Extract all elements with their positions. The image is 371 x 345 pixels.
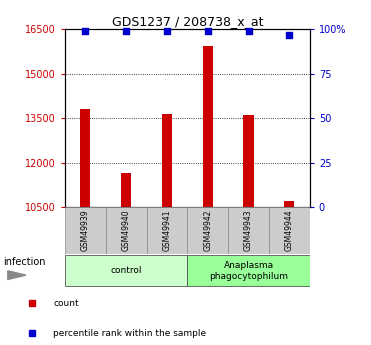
Bar [187,207,228,254]
Bar [106,207,147,254]
Polygon shape [8,271,26,279]
Text: Anaplasma
phagocytophilum: Anaplasma phagocytophilum [209,261,288,280]
Bar [187,255,310,286]
Bar [65,207,106,254]
Bar [284,201,295,345]
Point [82,28,88,34]
Bar [269,207,310,254]
Text: percentile rank within the sample: percentile rank within the sample [53,329,206,338]
Point [164,28,170,34]
Text: count: count [53,299,79,308]
Bar [121,173,131,345]
Text: GSM49944: GSM49944 [285,209,294,251]
Text: GSM49942: GSM49942 [203,209,212,251]
Bar [80,109,91,345]
Text: GSM49939: GSM49939 [81,209,90,251]
Bar [228,207,269,254]
Text: control: control [111,266,142,275]
Bar [65,255,187,286]
Bar [147,207,187,254]
Text: GSM49941: GSM49941 [162,209,171,251]
Text: GSM49940: GSM49940 [122,209,131,251]
Bar [162,114,172,345]
Point [246,28,252,34]
Bar [203,46,213,345]
Point [205,28,211,34]
Point [123,28,129,34]
Title: GDS1237 / 208738_x_at: GDS1237 / 208738_x_at [112,15,263,28]
Bar [243,115,254,345]
Point [286,32,292,37]
Text: GSM49943: GSM49943 [244,209,253,251]
Text: infection: infection [3,257,46,267]
